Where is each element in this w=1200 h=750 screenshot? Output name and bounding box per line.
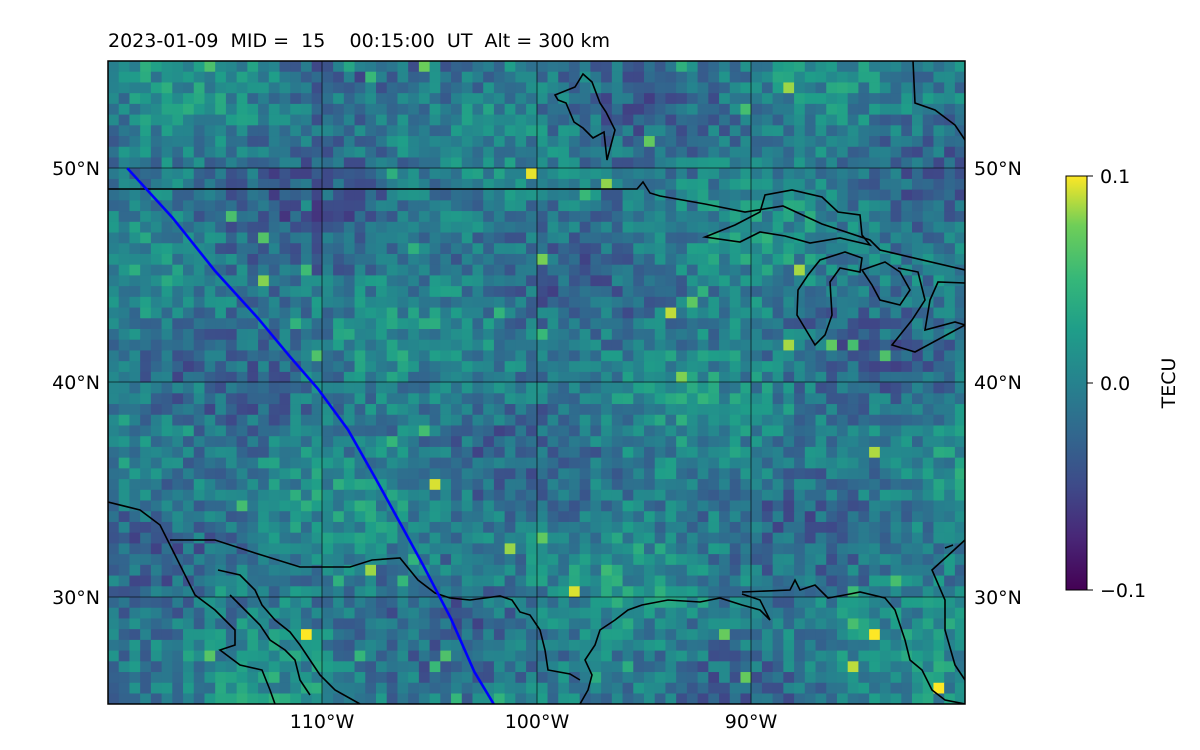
map-title: 2023-01-09 MID = 15 00:15:00 UT Alt = 30…	[108, 30, 611, 52]
map-frame	[107, 60, 966, 705]
graticule	[108, 61, 965, 704]
gulf-of-california	[229, 594, 311, 696]
tec-heatmap	[108, 61, 965, 704]
coastlines	[108, 61, 965, 704]
hudson-bay-east-coast	[912, 61, 965, 141]
baja-california	[108, 501, 276, 704]
texas-coast	[579, 593, 771, 704]
mexico-west-coast	[217, 569, 361, 704]
colorbar	[1065, 175, 1088, 591]
lat-label-right-40: 40°N	[974, 372, 1022, 394]
gulf-coast-us	[741, 578, 965, 704]
lat-label-left-30: 30°N	[52, 587, 100, 609]
lat-label-right-50: 50°N	[974, 158, 1022, 180]
colorbar-tick-label-max: 0.1	[1100, 166, 1130, 188]
satellite-track-line	[126, 167, 495, 704]
lake-huron	[860, 261, 911, 306]
colorbar-label: TECU	[1158, 358, 1180, 410]
lake-superior	[701, 189, 873, 247]
florida-panhandle	[944, 544, 954, 549]
michigan-east	[890, 267, 965, 353]
colorbar-tick-label-min: −0.1	[1100, 580, 1146, 602]
us-mexico-border	[170, 539, 581, 681]
hudson-bay-coast	[553, 72, 616, 161]
lake-michigan	[796, 251, 863, 347]
lon-label-100w: 100°W	[505, 711, 570, 733]
lat-label-right-30: 30°N	[974, 587, 1022, 609]
us-canada-border	[108, 180, 965, 271]
lon-label-90w: 90°W	[725, 711, 778, 733]
colorbar-tick-label-zero: 0.0	[1100, 373, 1130, 395]
lat-label-left-40: 40°N	[52, 372, 100, 394]
lat-label-left-50: 50°N	[52, 158, 100, 180]
gulf-coast	[931, 539, 965, 681]
lon-label-110w: 110°W	[290, 711, 355, 733]
